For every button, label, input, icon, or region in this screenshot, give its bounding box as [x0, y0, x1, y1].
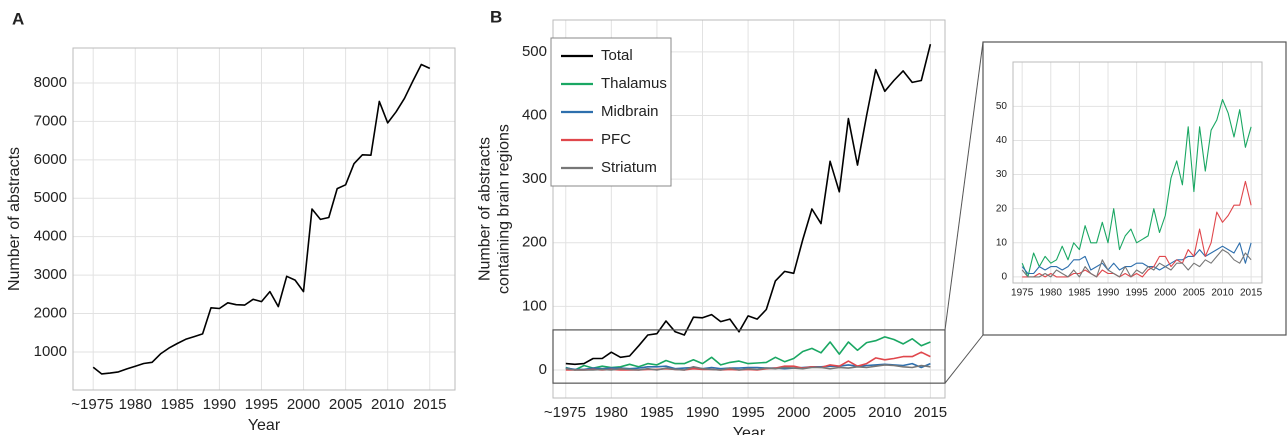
panel-label: A: [12, 9, 24, 28]
y-tick-label: 1000: [34, 343, 67, 360]
x-tick-label: 2015: [914, 404, 947, 421]
x-tick-label: 1980: [595, 404, 628, 421]
x-tick-label: 2010: [868, 404, 901, 421]
x-tick-label: 1995: [731, 404, 764, 421]
x-tick-label: 2000: [287, 396, 320, 413]
series-line: [1021, 98, 1252, 278]
x-tick-label: 1990: [1097, 288, 1120, 299]
y-tick-label: 300: [522, 170, 547, 187]
y-axis-label: Number of abstracts: [6, 147, 23, 291]
x-tick-label: 2000: [1154, 288, 1177, 299]
y-tick-label: 5000: [34, 189, 67, 206]
y-tick-label: 2000: [34, 304, 67, 321]
y-tick-label: 500: [522, 43, 547, 60]
panel-label: B: [490, 7, 502, 26]
x-tick-label: 1995: [245, 396, 278, 413]
y-tick-label: 50: [996, 101, 1008, 112]
legend-label: PFC: [601, 131, 631, 148]
y-tick-label: 7000: [34, 112, 67, 129]
y-tick-label: 0: [1001, 272, 1007, 283]
y-tick-label: 3000: [34, 266, 67, 283]
zoom-connector: [944, 41, 984, 330]
x-axis-label: Year: [733, 425, 766, 435]
x-tick-label: ~1975: [544, 404, 586, 421]
x-tick-label: 2000: [777, 404, 810, 421]
y-tick-label: 0: [539, 361, 547, 378]
plot-frame: [552, 19, 946, 399]
x-tick-label: 1980: [1040, 288, 1063, 299]
y-tick-label: 4000: [34, 228, 67, 245]
series-line: [565, 336, 931, 371]
y-tick-label: 40: [996, 135, 1008, 146]
x-tick-label: 2015: [1240, 288, 1263, 299]
y-tick-label: 100: [522, 297, 547, 314]
legend-label: Thalamus: [601, 75, 667, 92]
legend-label: Total: [601, 47, 633, 64]
y-tick-label: 6000: [34, 151, 67, 168]
x-axis-label: Year: [248, 417, 281, 434]
x-tick-label: 2005: [823, 404, 856, 421]
x-tick-label: 1990: [203, 396, 236, 413]
y-tick-label: 10: [996, 237, 1008, 248]
y-axis-label: Number of abstracts: [477, 137, 494, 281]
y-axis-label: containing brain regions: [496, 124, 513, 294]
y-tick-label: 8000: [34, 74, 67, 91]
series-line: [1021, 242, 1252, 275]
x-tick-label: 1985: [161, 396, 194, 413]
y-tick-label: 30: [996, 169, 1008, 180]
series-line: [92, 63, 431, 375]
x-tick-label: 2005: [1183, 288, 1206, 299]
series-line: [565, 364, 931, 371]
series-line: [1022, 180, 1252, 278]
x-tick-label: 2015: [413, 396, 446, 413]
x-tick-label: 1985: [640, 404, 673, 421]
zoom-box: [552, 329, 946, 384]
y-tick-label: 200: [522, 234, 547, 251]
plot-frame: [72, 47, 456, 391]
y-tick-label: 400: [522, 106, 547, 123]
legend-label: Midbrain: [601, 103, 659, 120]
zoom-connector: [944, 334, 984, 384]
series-line: [1021, 249, 1252, 278]
x-tick-label: 2005: [329, 396, 362, 413]
x-tick-label: 1985: [1068, 288, 1091, 299]
plot-frame: [1012, 61, 1263, 284]
x-tick-label: 2010: [1211, 288, 1234, 299]
y-tick-label: 20: [996, 203, 1008, 214]
x-tick-label: 2010: [371, 396, 404, 413]
series-line: [565, 44, 932, 366]
x-tick-label: 1980: [119, 396, 152, 413]
x-tick-label: 1975: [1011, 288, 1034, 299]
inset-frame: [982, 41, 1287, 336]
x-tick-label: 1990: [686, 404, 719, 421]
x-tick-label: ~1975: [71, 396, 113, 413]
legend-label: Striatum: [601, 159, 657, 176]
x-tick-label: 1995: [1126, 288, 1149, 299]
